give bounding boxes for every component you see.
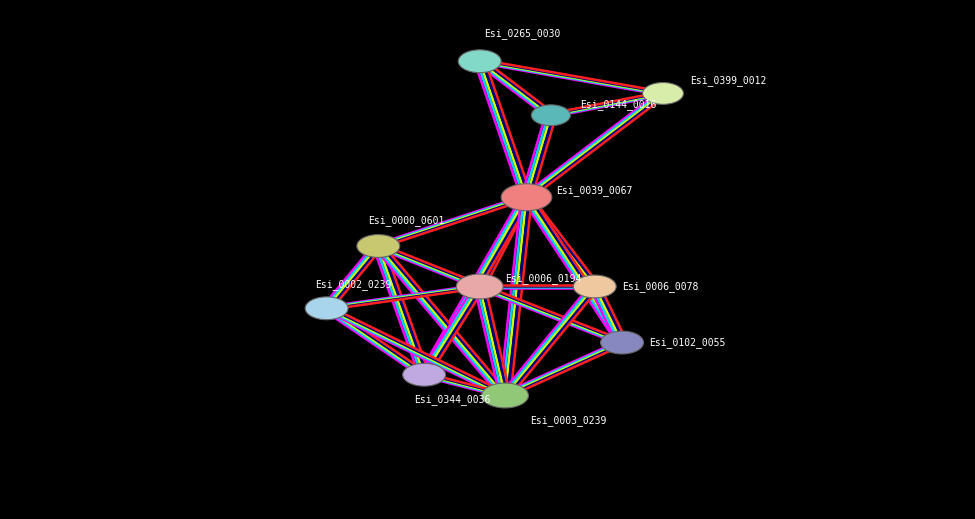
Text: Esi_0006_0078: Esi_0006_0078	[622, 281, 698, 292]
Circle shape	[456, 274, 503, 299]
Text: Esi_0000_0601: Esi_0000_0601	[369, 215, 445, 226]
Circle shape	[643, 83, 683, 104]
Text: Esi_0265_0030: Esi_0265_0030	[485, 29, 561, 39]
Circle shape	[458, 50, 501, 73]
Circle shape	[403, 363, 446, 386]
Circle shape	[501, 184, 552, 211]
Text: Esi_0344_0036: Esi_0344_0036	[414, 394, 490, 405]
Text: Esi_0003_0239: Esi_0003_0239	[530, 415, 606, 426]
Circle shape	[601, 331, 644, 354]
Text: Esi_0102_0055: Esi_0102_0055	[649, 337, 725, 348]
Circle shape	[531, 105, 570, 126]
Text: Esi_0039_0067: Esi_0039_0067	[556, 185, 632, 197]
Text: Esi_0002_0239: Esi_0002_0239	[315, 279, 391, 290]
Circle shape	[573, 275, 616, 298]
Text: Esi_0144_0016: Esi_0144_0016	[580, 99, 656, 111]
Text: Esi_0399_0012: Esi_0399_0012	[690, 75, 766, 87]
Circle shape	[482, 383, 528, 408]
Text: Esi_0006_0194: Esi_0006_0194	[505, 272, 581, 284]
Circle shape	[305, 297, 348, 320]
Circle shape	[357, 235, 400, 257]
